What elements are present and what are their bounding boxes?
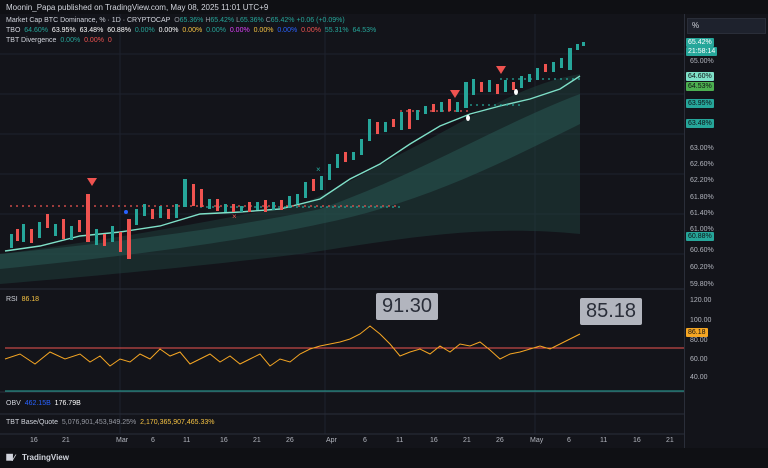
time-tick: 21 bbox=[62, 437, 70, 444]
publisher-line: Moonin_Papa published on TradingView.com… bbox=[6, 3, 269, 12]
price-tick: 60.60% bbox=[690, 247, 714, 254]
rsi-tick: 100.00 bbox=[690, 317, 712, 324]
rsi-tick: 60.00 bbox=[690, 356, 708, 363]
last-price-label: 65.42% bbox=[686, 38, 714, 47]
time-tick: 21 bbox=[463, 437, 471, 444]
rsi-tick: 120.00 bbox=[690, 297, 712, 304]
tbt-divergence-legend[interactable]: TBT Divergence 0.00% 0.00% 0 bbox=[6, 37, 112, 44]
tbo-level-label-4: 63.48% bbox=[686, 119, 714, 128]
time-tick: 11 bbox=[183, 437, 191, 444]
countdown-label: 21:58:14 bbox=[686, 47, 718, 56]
sell-triangle-2 bbox=[450, 90, 460, 98]
time-tick: 6 bbox=[151, 437, 155, 444]
price-tick: 62.20% bbox=[690, 177, 714, 184]
price-tick: 61.00% bbox=[690, 226, 714, 233]
tbo-fan-inner bbox=[0, 94, 580, 269]
price-chart-svg: × × bbox=[0, 14, 684, 435]
price-tick: 61.40% bbox=[690, 210, 714, 217]
time-tick: 21 bbox=[666, 437, 674, 444]
divergence-x-green: × bbox=[316, 165, 321, 174]
rsi-legend[interactable]: RSI 86.18 bbox=[6, 296, 40, 303]
buy-dot bbox=[124, 210, 128, 214]
rsi-value-label: 86.18 bbox=[686, 328, 708, 337]
time-tick: 11 bbox=[396, 437, 404, 444]
time-tick: May bbox=[530, 437, 544, 444]
obv-legend[interactable]: OBV 462.15B 176.79B bbox=[6, 400, 81, 407]
time-tick: 21 bbox=[253, 437, 261, 444]
candles bbox=[10, 42, 585, 259]
publisher-bar: Moonin_Papa published on TradingView.com… bbox=[0, 0, 768, 14]
tbt-base-quote-legend[interactable]: TBT Base/Quote 5,076,901,453,949.25% 2,1… bbox=[6, 419, 215, 426]
price-tick: 62.60% bbox=[690, 161, 714, 168]
time-tick: 11 bbox=[600, 437, 608, 444]
price-tick: 63.00% bbox=[690, 145, 714, 152]
rsi-callout-1: 91.30 bbox=[376, 293, 439, 320]
symbol-title[interactable]: Market Cap BTC Dominance, % · 1D · CRYPT… bbox=[6, 17, 171, 24]
time-tick: 26 bbox=[286, 437, 294, 444]
time-tick: 6 bbox=[567, 437, 571, 444]
signal-markers: × × bbox=[87, 66, 518, 221]
time-tick: 16 bbox=[430, 437, 438, 444]
divergence-x-red: × bbox=[232, 212, 237, 221]
time-tick: 16 bbox=[220, 437, 228, 444]
rsi-callout-2: 85.18 bbox=[580, 298, 643, 325]
time-tick: Mar bbox=[116, 437, 129, 444]
tradingview-logo-icon: ⯀⁄ bbox=[6, 453, 15, 463]
rsi-tick: 80.00 bbox=[690, 337, 708, 344]
white-marker-2 bbox=[514, 89, 518, 95]
price-tick: 59.80% bbox=[690, 281, 714, 288]
symbol-legend[interactable]: Market Cap BTC Dominance, % · 1D · CRYPT… bbox=[6, 17, 345, 24]
tbo-level-label-5: 60.88% bbox=[686, 232, 714, 241]
tbo-level-label-2: 64.53% bbox=[686, 82, 714, 91]
tbo-legend[interactable]: TBO 64.60% 63.95% 63.48% 60.88% 0.00% 0.… bbox=[6, 27, 377, 34]
sell-triangle-3 bbox=[496, 66, 506, 74]
sell-triangle-1 bbox=[87, 178, 97, 186]
white-marker-1 bbox=[466, 115, 470, 121]
tbo-level-label-1: 64.60% bbox=[686, 72, 714, 81]
brand-text: TradingView bbox=[22, 453, 69, 462]
time-tick: Apr bbox=[326, 437, 337, 444]
price-tick: 60.20% bbox=[690, 264, 714, 271]
rsi-tick: 40.00 bbox=[690, 374, 708, 381]
time-tick: 6 bbox=[363, 437, 367, 444]
chart-area[interactable]: × × Market Cap BTC Dominance, % · 1D · C… bbox=[0, 14, 684, 448]
price-tick: 65.00% bbox=[690, 58, 714, 65]
footer: ⯀⁄ TradingView bbox=[0, 448, 768, 468]
time-tick: 16 bbox=[30, 437, 38, 444]
time-tick: 16 bbox=[633, 437, 641, 444]
price-tick: 61.80% bbox=[690, 194, 714, 201]
rsi-line bbox=[4, 325, 581, 367]
tbo-level-label-3: 63.95% bbox=[686, 99, 714, 108]
time-tick: 26 bbox=[496, 437, 504, 444]
tbo-fan-area bbox=[0, 74, 580, 284]
percent-scale-button[interactable]: % bbox=[687, 18, 766, 34]
